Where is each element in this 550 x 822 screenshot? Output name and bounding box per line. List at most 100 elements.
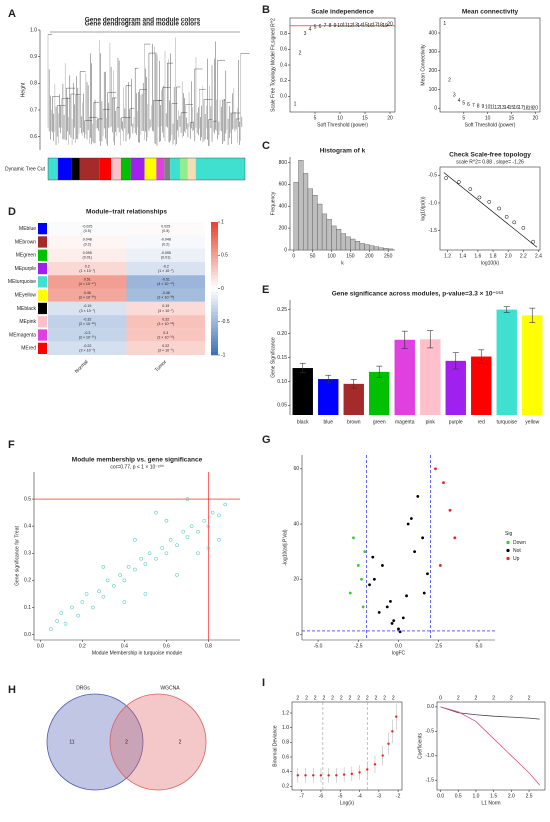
module-color (71, 158, 80, 180)
point (453, 536, 457, 540)
top-label: 2 (510, 695, 513, 701)
plot-frame (439, 166, 541, 251)
row-label: MEbrown (15, 239, 36, 245)
module-color (179, 158, 188, 180)
x-tick-label: -4 (357, 793, 362, 799)
x-tick-label: 5 (462, 115, 465, 121)
x-tick-label: 0.0 (395, 643, 402, 649)
cell-value: -0.51 (162, 278, 170, 282)
top-label: 2 (357, 695, 360, 701)
cell-value: -0.19 (83, 304, 91, 308)
point-label: 16 (513, 105, 519, 111)
row-label: MEgreen (16, 253, 37, 259)
cell-p-label: (0.5) (162, 229, 169, 233)
point-label: 16 (367, 23, 373, 29)
colorbar-step (211, 228, 218, 233)
colorbar-step (211, 281, 218, 286)
heatmap-cell (48, 301, 127, 316)
point (164, 518, 169, 523)
point-label: 6 (319, 24, 322, 30)
x-tick-label: 0.6 (163, 643, 170, 649)
x-tick-label: 2.0 (508, 793, 515, 799)
point-label: 12 (347, 23, 353, 29)
point (377, 610, 381, 614)
x-tick-label: 0.5 (455, 793, 462, 799)
x-tick-label: red (478, 419, 485, 425)
point (395, 715, 398, 718)
module-color (164, 158, 171, 180)
x-tick-label: 15 (362, 115, 368, 121)
x-tick-label: 0.4 (121, 643, 128, 649)
point (358, 771, 361, 774)
y-axis-label: log10(p(k)) (420, 196, 426, 221)
cell-p-label: (3 × 10⁻³⁸) (157, 296, 174, 300)
point (392, 619, 396, 623)
y-tick-label: -1.0 (425, 753, 434, 759)
venn-count: 2 (125, 739, 128, 745)
histogram-bar (373, 246, 379, 251)
point (457, 180, 461, 184)
bar (318, 379, 339, 415)
panel-letter: C (262, 140, 270, 152)
x-tick-label: magenta (395, 419, 415, 425)
x-tick-label: green (373, 419, 386, 425)
point (444, 176, 448, 180)
x-tick-label: 150 (346, 253, 355, 259)
point (105, 578, 110, 583)
y-axis-label: Coefficients (417, 732, 423, 759)
point (118, 573, 123, 577)
panel-letter: G (262, 434, 271, 446)
plot-title: Gene significance across modules, p-valu… (332, 291, 504, 298)
cell-value: 0.095 (83, 251, 92, 255)
x-tick-label: 0.8 (205, 643, 212, 649)
y-axis-label: Frequency (270, 191, 276, 215)
y-tick-label: 0.0 (280, 94, 287, 100)
y-tick-label: 800 (279, 160, 288, 166)
colorbar-step (211, 245, 218, 249)
row-color (38, 249, 47, 261)
point (139, 556, 144, 561)
point (80, 600, 85, 604)
plot-title: Scale independence (311, 9, 374, 16)
point (189, 524, 194, 529)
plot-title: Mean connectivity (462, 9, 519, 16)
y-tick-label: 0.4 (280, 62, 287, 68)
point-label: 14 (357, 23, 363, 29)
point (196, 551, 200, 556)
point (196, 529, 200, 534)
module-color (170, 158, 180, 180)
x-tick-label: 250 (384, 253, 393, 259)
module-color (111, 158, 121, 180)
point-label: 11 (342, 22, 347, 28)
y-tick-label: -0.5 (425, 729, 434, 735)
module-color (120, 158, 131, 180)
cell-p-label: (0.01) (161, 256, 170, 260)
cell-value: -0.095 (161, 251, 171, 255)
colorbar-step (211, 275, 218, 279)
x-axis-label: L1 Norm (481, 800, 500, 806)
point (122, 600, 127, 604)
y-axis-label: -log10(adj.P.Val) (282, 529, 288, 566)
module-color (57, 158, 72, 180)
colorbar-step (211, 315, 218, 319)
legend-label: Up (513, 556, 520, 562)
point (133, 567, 137, 572)
x-tick-label: -3 (377, 793, 382, 799)
point (405, 594, 408, 598)
y-axis-label: Height (20, 82, 26, 97)
histogram-bar (388, 248, 394, 251)
cell-value: -0.22 (83, 344, 91, 348)
y-tick-label: 0.8 (280, 31, 287, 37)
colorbar-step (211, 265, 218, 269)
top-label: 2 (392, 695, 395, 701)
top-label: 2 (331, 695, 334, 701)
heatmap-cell (126, 341, 205, 355)
top-label: 2 (305, 695, 308, 701)
x-tick-label: 1.2 (444, 253, 451, 259)
x-tick-label: brown (347, 419, 361, 425)
top-label: 2 (349, 695, 352, 701)
heatmap-cell (48, 248, 127, 262)
cell-value: 0.19 (162, 304, 169, 308)
point (101, 594, 106, 599)
row-label: MEpurple (15, 266, 37, 272)
